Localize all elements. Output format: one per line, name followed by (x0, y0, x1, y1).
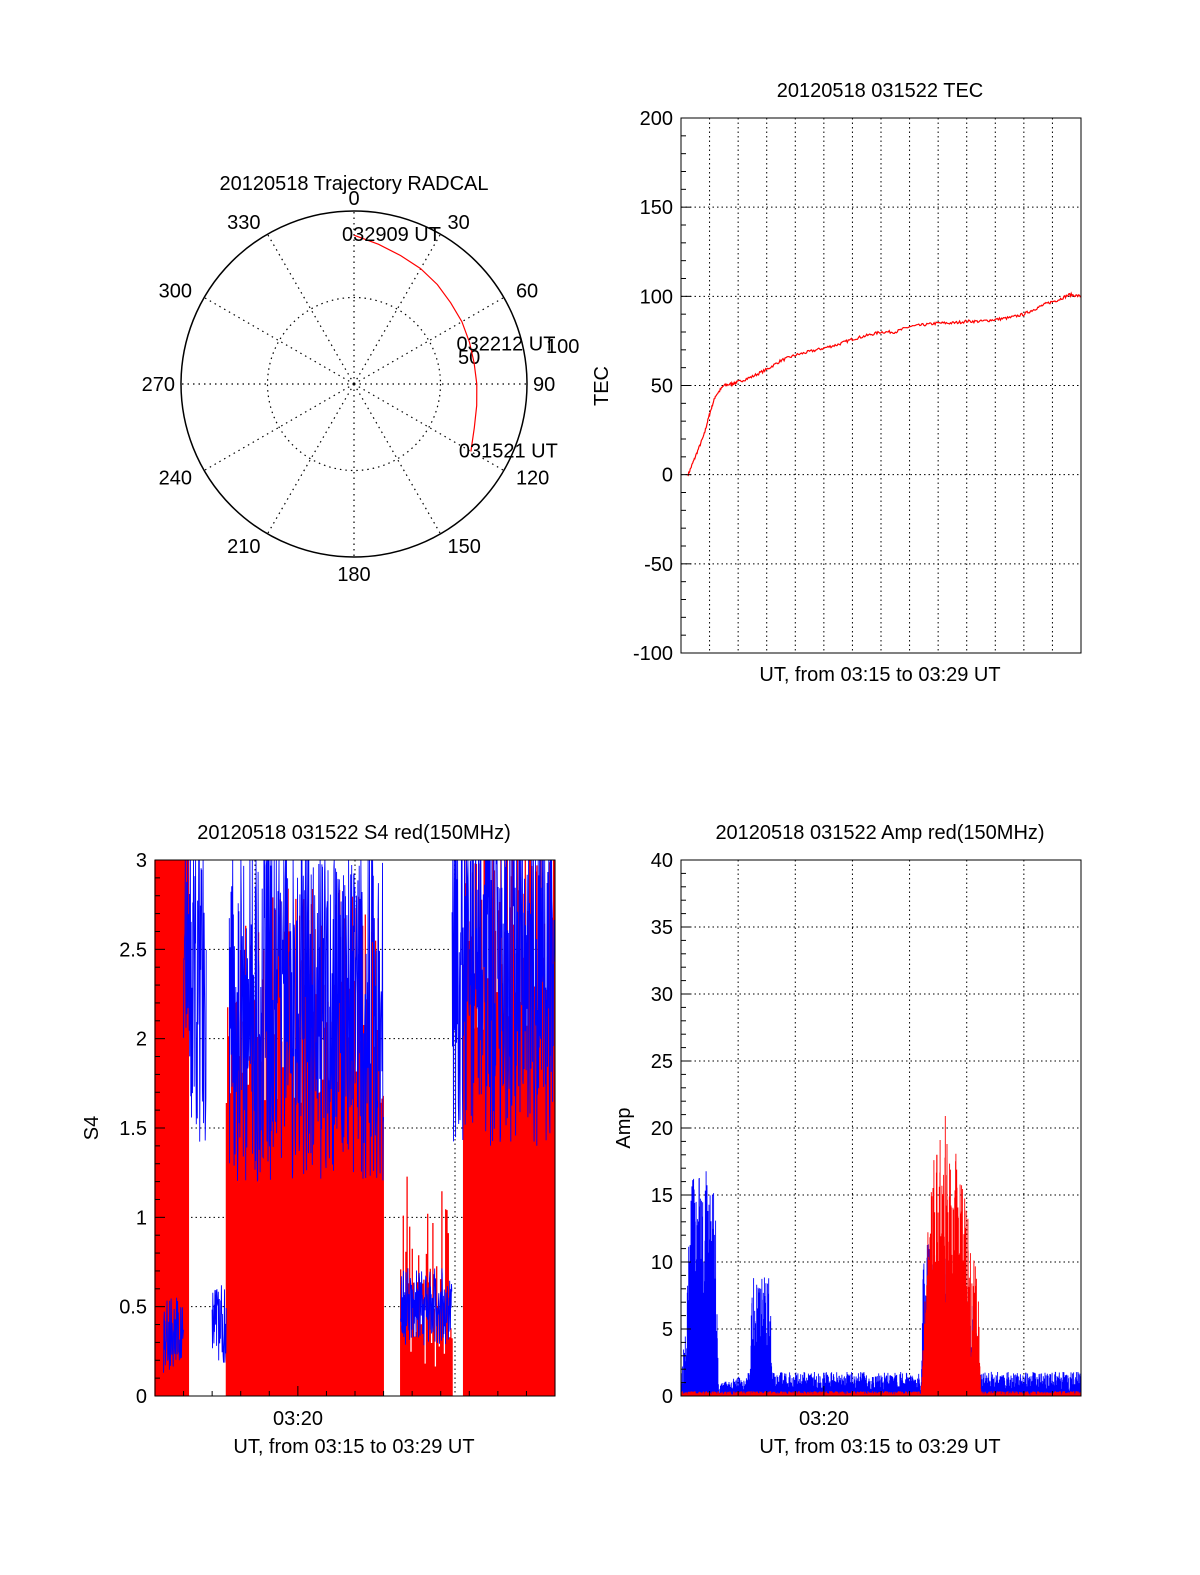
polar-spoke (353, 233, 442, 385)
amp-panel: 20120518 031522 Amp red(150MHz) 0 5 10 15 20… (613, 822, 1082, 1458)
polar-spoke (353, 383, 505, 472)
trajectory-annotation: 032909 UT (342, 224, 441, 246)
s4-panel: 20120518 031522 S4 red(150MHz) 0 0.5 1 1.5 2… (81, 822, 556, 1458)
polar-angle-tick: 330 (227, 212, 260, 234)
y-tick-label: 100 (640, 286, 673, 308)
polar-angle-tick: 300 (159, 281, 192, 303)
s4-title: 20120518 031522 S4 red(150MHz) (197, 822, 511, 844)
y-tick-label: 5 (662, 1319, 673, 1341)
polar-spoke (353, 296, 505, 385)
amp-title: 20120518 031522 Amp red(150MHz) (715, 822, 1044, 844)
s4-blue-trace (163, 859, 556, 1373)
polar-angle-tick: 120 (516, 468, 549, 490)
polar-inner-circle (266, 296, 442, 472)
trajectory-annotation: 032212 UT (457, 334, 556, 356)
polar-spoke (266, 383, 355, 535)
y-tick-label: 50 (651, 376, 673, 398)
y-tick-label: 1 (136, 1207, 147, 1229)
s4-y-ticks: 0 0.5 1 1.5 2 2.5 3 (119, 850, 556, 1408)
tec-ylabel: TEC (591, 366, 613, 406)
polar-angle-tick: 30 (448, 212, 470, 234)
polar-radial-tick: 100 (546, 336, 579, 358)
tec-xlabel: UT, from 03:15 to 03:29 UT (759, 664, 1000, 686)
y-tick-label: 10 (651, 1252, 673, 1274)
y-tick-label: 0 (662, 1386, 673, 1408)
y-tick-label: -50 (644, 554, 673, 576)
y-tick-label: 200 (640, 108, 673, 130)
y-tick-label: 150 (640, 197, 673, 219)
amp-y-ticks: 0 5 10 15 20 25 30 35 40 (651, 850, 1082, 1408)
trajectory-annotation: 031521 UT (459, 440, 558, 462)
y-tick-label: 25 (651, 1051, 673, 1073)
amp-ylabel: Amp (613, 1107, 635, 1148)
y-tick-label: 30 (651, 984, 673, 1006)
polar-trajectory (353, 234, 478, 452)
y-tick-label: 1.5 (119, 1118, 147, 1140)
polar-angle-tick: 60 (516, 281, 538, 303)
amp-blue-trace (680, 1171, 1082, 1396)
polar-angle-tick: 180 (337, 564, 370, 586)
y-tick-label: 0 (136, 1386, 147, 1408)
tec-title: 20120518 031522 TEC (777, 80, 983, 102)
s4-xlabel: UT, from 03:15 to 03:29 UT (233, 1436, 474, 1458)
y-tick-label: 2.5 (119, 939, 147, 961)
amp-series (680, 1116, 1082, 1396)
polar-angle-tick: 270 (142, 374, 175, 396)
y-tick-label: 3 (136, 850, 147, 872)
tec-y-ticks: -100 -50 0 50 100 150 200 (633, 108, 691, 665)
amp-red-trace (680, 1116, 1082, 1396)
s4-xtick-label: 03:20 (273, 1408, 323, 1430)
s4-ylabel: S4 (81, 1116, 103, 1140)
polar-angle-tick: 240 (159, 468, 192, 490)
y-tick-label: 0 (662, 465, 673, 487)
tec-line (687, 291, 1082, 477)
polar-grid (180, 210, 528, 558)
polar-angle-tick: 0 (348, 188, 359, 210)
trajectory-line (353, 234, 478, 452)
polar-outer-circle (180, 210, 528, 558)
polar-angle-tick: 150 (448, 536, 481, 558)
amp-xlabel: UT, from 03:15 to 03:29 UT (759, 1436, 1000, 1458)
polar-spoke (203, 383, 355, 472)
y-tick-label: 0.5 (119, 1297, 147, 1319)
polar-angle-ticks: 0 30 60 90 120 150 180 210 240 270 300 330 (142, 188, 556, 586)
polar-spoke (353, 383, 442, 535)
polar-annotations: 032909 UT 032212 UT 031521 UT (342, 224, 558, 462)
tec-series (687, 291, 1082, 477)
y-tick-label: 20 (651, 1118, 673, 1140)
polar-title: 20120518 Trajectory RADCAL (219, 173, 488, 195)
y-tick-label: 15 (651, 1185, 673, 1207)
polar-spoke (266, 233, 355, 385)
polar-panel: 20120518 Trajectory RADCAL 0 30 60 90 120 150… (142, 173, 580, 586)
polar-spoke (203, 296, 355, 385)
tec-grid (681, 118, 1081, 653)
polar-angle-tick: 210 (227, 536, 260, 558)
amp-grid (681, 860, 1081, 1396)
tec-panel: 20120518 031522 TEC -100-50050100150200 … (591, 80, 1082, 686)
y-tick-label: -100 (633, 643, 673, 665)
y-tick-label: 40 (651, 850, 673, 872)
amp-xtick-label: 03:20 (799, 1408, 849, 1430)
polar-angle-tick: 90 (533, 374, 555, 396)
y-tick-label: 35 (651, 917, 673, 939)
y-tick-label: 2 (136, 1029, 147, 1051)
